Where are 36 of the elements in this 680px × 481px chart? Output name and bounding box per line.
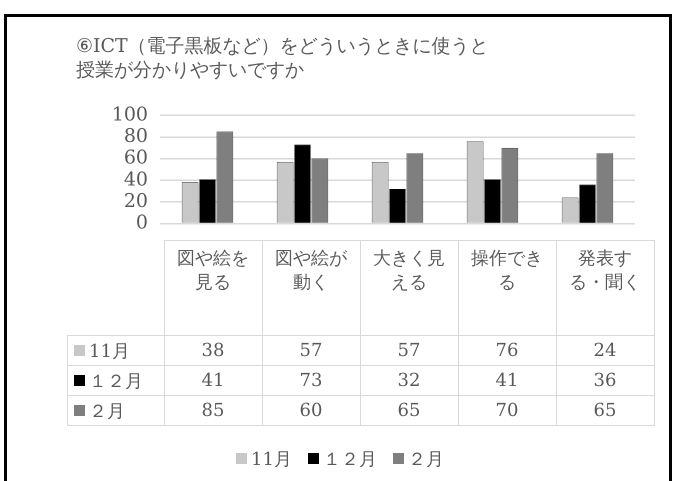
x-tick-label: 操作できる	[458, 240, 556, 336]
data-label: 41	[164, 366, 262, 396]
data-label: 85	[164, 396, 262, 426]
data-label: 38	[164, 336, 262, 366]
y-tick-label: 0	[136, 212, 148, 234]
legend-label: 11月	[68, 336, 164, 366]
data-label: 60	[262, 396, 360, 426]
text: 11月	[251, 449, 292, 470]
data-label: 70	[458, 396, 556, 426]
y-tick-label: 20	[124, 190, 148, 212]
data-label: 65	[556, 396, 654, 426]
x-tick-label: 図や絵を見る	[164, 240, 262, 336]
bar	[389, 188, 406, 223]
legend-label: １２月	[68, 366, 164, 396]
data-label: 57	[360, 336, 458, 366]
y-tick-label: 40	[124, 168, 148, 190]
y-tick-label: 60	[124, 146, 148, 169]
data-label: 65	[360, 396, 458, 426]
chart-title: ⑥ICT（電子黒板など）をどういうときに使うと授業が分かりやすいですか	[76, 34, 490, 82]
y-tick-label: 80	[124, 124, 148, 147]
text: １２月	[322, 449, 377, 470]
data-label: 36	[556, 366, 654, 396]
data-label: 57	[262, 336, 360, 366]
data-label: 32	[360, 366, 458, 396]
x-tick-label: 図や絵が動く	[262, 240, 360, 336]
y-tick-label: 100	[112, 103, 148, 126]
bar	[484, 179, 501, 223]
x-tick-label: 発表する・聞く	[556, 240, 654, 336]
text: ２月	[408, 449, 444, 470]
x-tick-label: 大きく見える	[360, 240, 458, 336]
legend-label: ２月	[68, 396, 164, 426]
data-label: 41	[458, 366, 556, 396]
data-label: 73	[262, 366, 360, 396]
bar	[579, 184, 596, 223]
data-label: 76	[458, 336, 556, 366]
data-label: 24	[556, 336, 654, 366]
